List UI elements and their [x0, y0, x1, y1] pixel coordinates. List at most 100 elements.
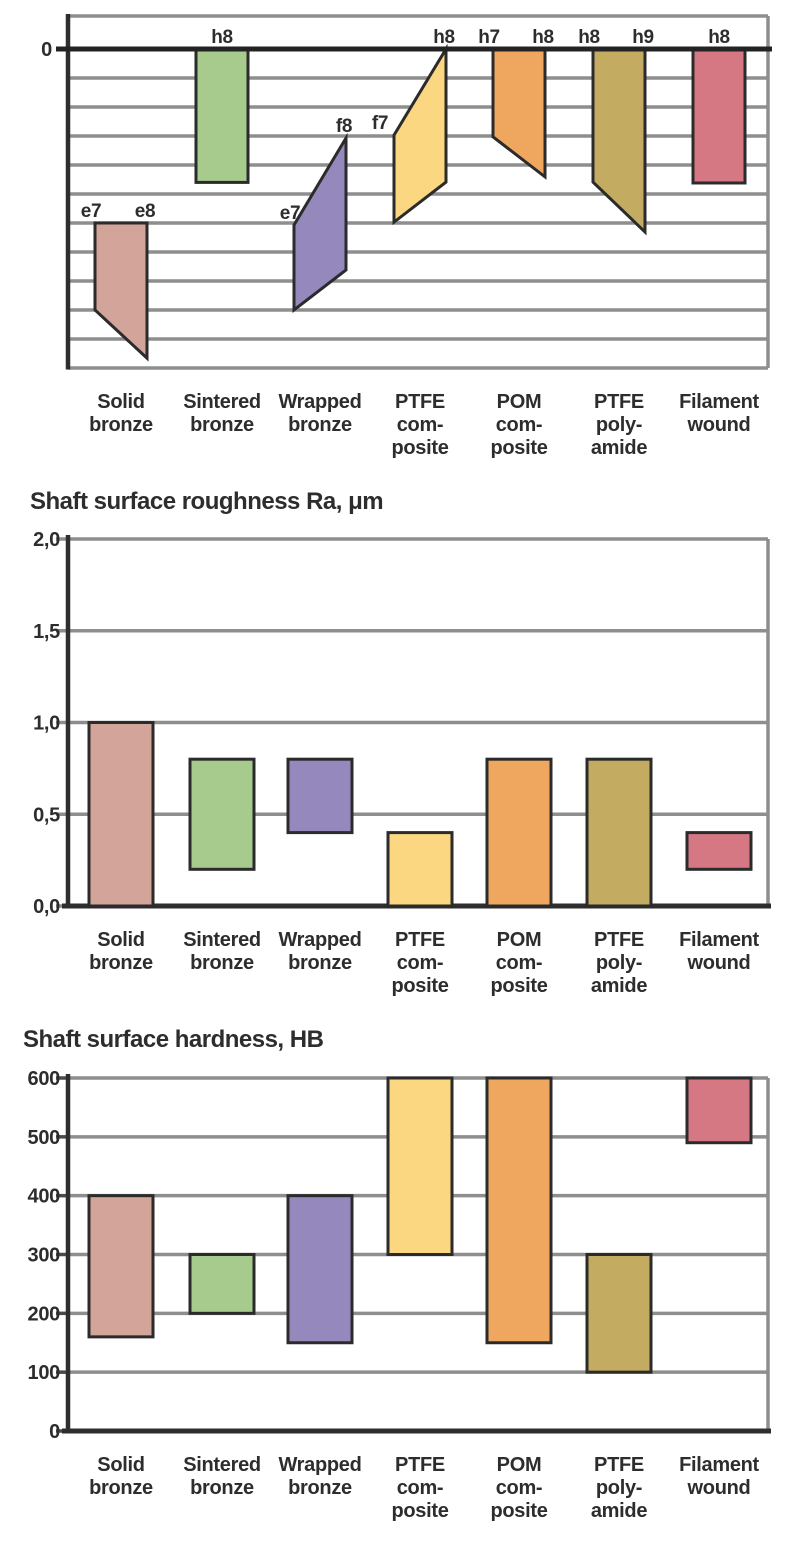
tolerance-label: h8: [578, 27, 600, 48]
range-bar-ptfe-composite: [386, 831, 454, 908]
category-label-line: Solid: [97, 1454, 144, 1476]
category-label-line: com-: [397, 414, 444, 436]
y-tick-label: 2,0: [33, 529, 60, 551]
category-label-line: Filament: [679, 929, 759, 951]
y-tick-label: 100: [28, 1362, 61, 1384]
range-bar-ptfe-polyamide: [585, 757, 653, 908]
range-bar-ptfe-polyamide: [585, 1253, 653, 1374]
range-bar-wrapped-bronze: [286, 757, 354, 835]
category-label-line: POM: [497, 929, 542, 951]
tolerance-zone-shape: [93, 221, 149, 362]
tolerance-zone-shape: [392, 43, 448, 226]
category-label-line: bronze: [190, 952, 254, 974]
category-label-line: posite: [490, 975, 547, 997]
category-label-line: poly-: [596, 414, 642, 436]
category-label-line: posite: [391, 975, 448, 997]
category-label-line: Sintered: [183, 1454, 261, 1476]
category-label-line: Filament: [679, 1454, 759, 1476]
category-label-line: Solid: [97, 391, 144, 413]
y-tick-label: 1,5: [33, 621, 60, 643]
category-label-line: PTFE: [395, 1454, 445, 1476]
category-label-line: com-: [496, 1477, 543, 1499]
category-label-line: Wrapped: [278, 929, 361, 951]
category-label-line: bronze: [288, 952, 352, 974]
y-tick-label: 1,0: [33, 713, 60, 735]
range-bar-solid-bronze: [87, 721, 155, 908]
tolerance-zone-ptfe-composite: f7 h8: [372, 27, 455, 226]
zero-tick-label: 0: [41, 39, 52, 61]
category-label-line: bronze: [288, 414, 352, 436]
range-bar-wrapped-bronze: [286, 1194, 354, 1345]
category-label-line: Wrapped: [278, 391, 361, 413]
y-tick-label: 0,0: [33, 896, 60, 918]
range-bar-filament-wound: [685, 831, 753, 871]
range-bar-pom-composite: [485, 757, 553, 908]
tolerance-zone-wrapped-bronze: e7 f8: [280, 116, 352, 314]
category-label-line: com-: [397, 952, 444, 974]
category-label-line: PTFE: [594, 1454, 644, 1476]
y-tick-label: 0,5: [33, 804, 60, 826]
category-label-line: posite: [490, 1500, 547, 1522]
category-label-line: PTFE: [395, 391, 445, 413]
category-label-line: Sintered: [183, 929, 261, 951]
roughness-chart-title: Shaft surface roughness Ra, μm: [30, 488, 384, 515]
tolerance-label: h8: [211, 27, 233, 48]
category-label-line: com-: [397, 1477, 444, 1499]
tolerance-label: e8: [135, 201, 156, 222]
category-label-line: Filament: [679, 391, 759, 413]
category-label-line: com-: [496, 414, 543, 436]
tolerance-label: f8: [336, 116, 352, 137]
category-label-line: posite: [391, 1500, 448, 1522]
tolerance-zone-ptfe-polyamide: h8 h9: [578, 27, 654, 236]
tolerance-zone-shape: [194, 47, 250, 184]
tolerance-label: h8: [532, 27, 554, 48]
category-label-line: posite: [490, 437, 547, 459]
range-bar-filament-wound: [685, 1076, 753, 1145]
category-label-line: PTFE: [594, 929, 644, 951]
tolerance-zone-shape: [591, 47, 647, 236]
category-label-line: PTFE: [594, 391, 644, 413]
shaft-roughness-chart: 2,01,51,00,50,0SolidbronzeSinteredbronze…: [33, 529, 771, 997]
tolerance-label: e7: [280, 203, 301, 224]
tolerance-label: h8: [433, 27, 455, 48]
y-tick-label: 600: [28, 1068, 61, 1090]
category-label-line: amide: [591, 437, 647, 459]
category-label-line: amide: [591, 1500, 647, 1522]
tolerance-label: e7: [81, 201, 102, 222]
category-label-line: Sintered: [183, 391, 261, 413]
tolerance-zone-shape: [691, 47, 747, 185]
tolerance-label: h7: [478, 27, 500, 48]
range-bar-sintered-bronze: [188, 1253, 256, 1315]
category-label-line: bronze: [190, 1477, 254, 1499]
tolerance-zone-shape: [292, 132, 348, 314]
category-label-line: wound: [687, 952, 751, 974]
y-tick-label: 0: [49, 1421, 60, 1443]
range-bar-ptfe-composite: [386, 1076, 454, 1256]
tolerance-label: h8: [708, 27, 730, 48]
category-label-line: bronze: [190, 414, 254, 436]
range-bar-solid-bronze: [87, 1194, 155, 1339]
tolerance-zone-sintered-bronze: h8: [194, 27, 250, 184]
category-label-line: wound: [687, 414, 751, 436]
category-label-line: bronze: [89, 414, 153, 436]
category-label-line: PTFE: [395, 929, 445, 951]
category-label-line: Wrapped: [278, 1454, 361, 1476]
category-label-line: poly-: [596, 952, 642, 974]
shaft-hardness-chart: 6005004003002001000SolidbronzeSinteredbr…: [28, 1068, 771, 1522]
